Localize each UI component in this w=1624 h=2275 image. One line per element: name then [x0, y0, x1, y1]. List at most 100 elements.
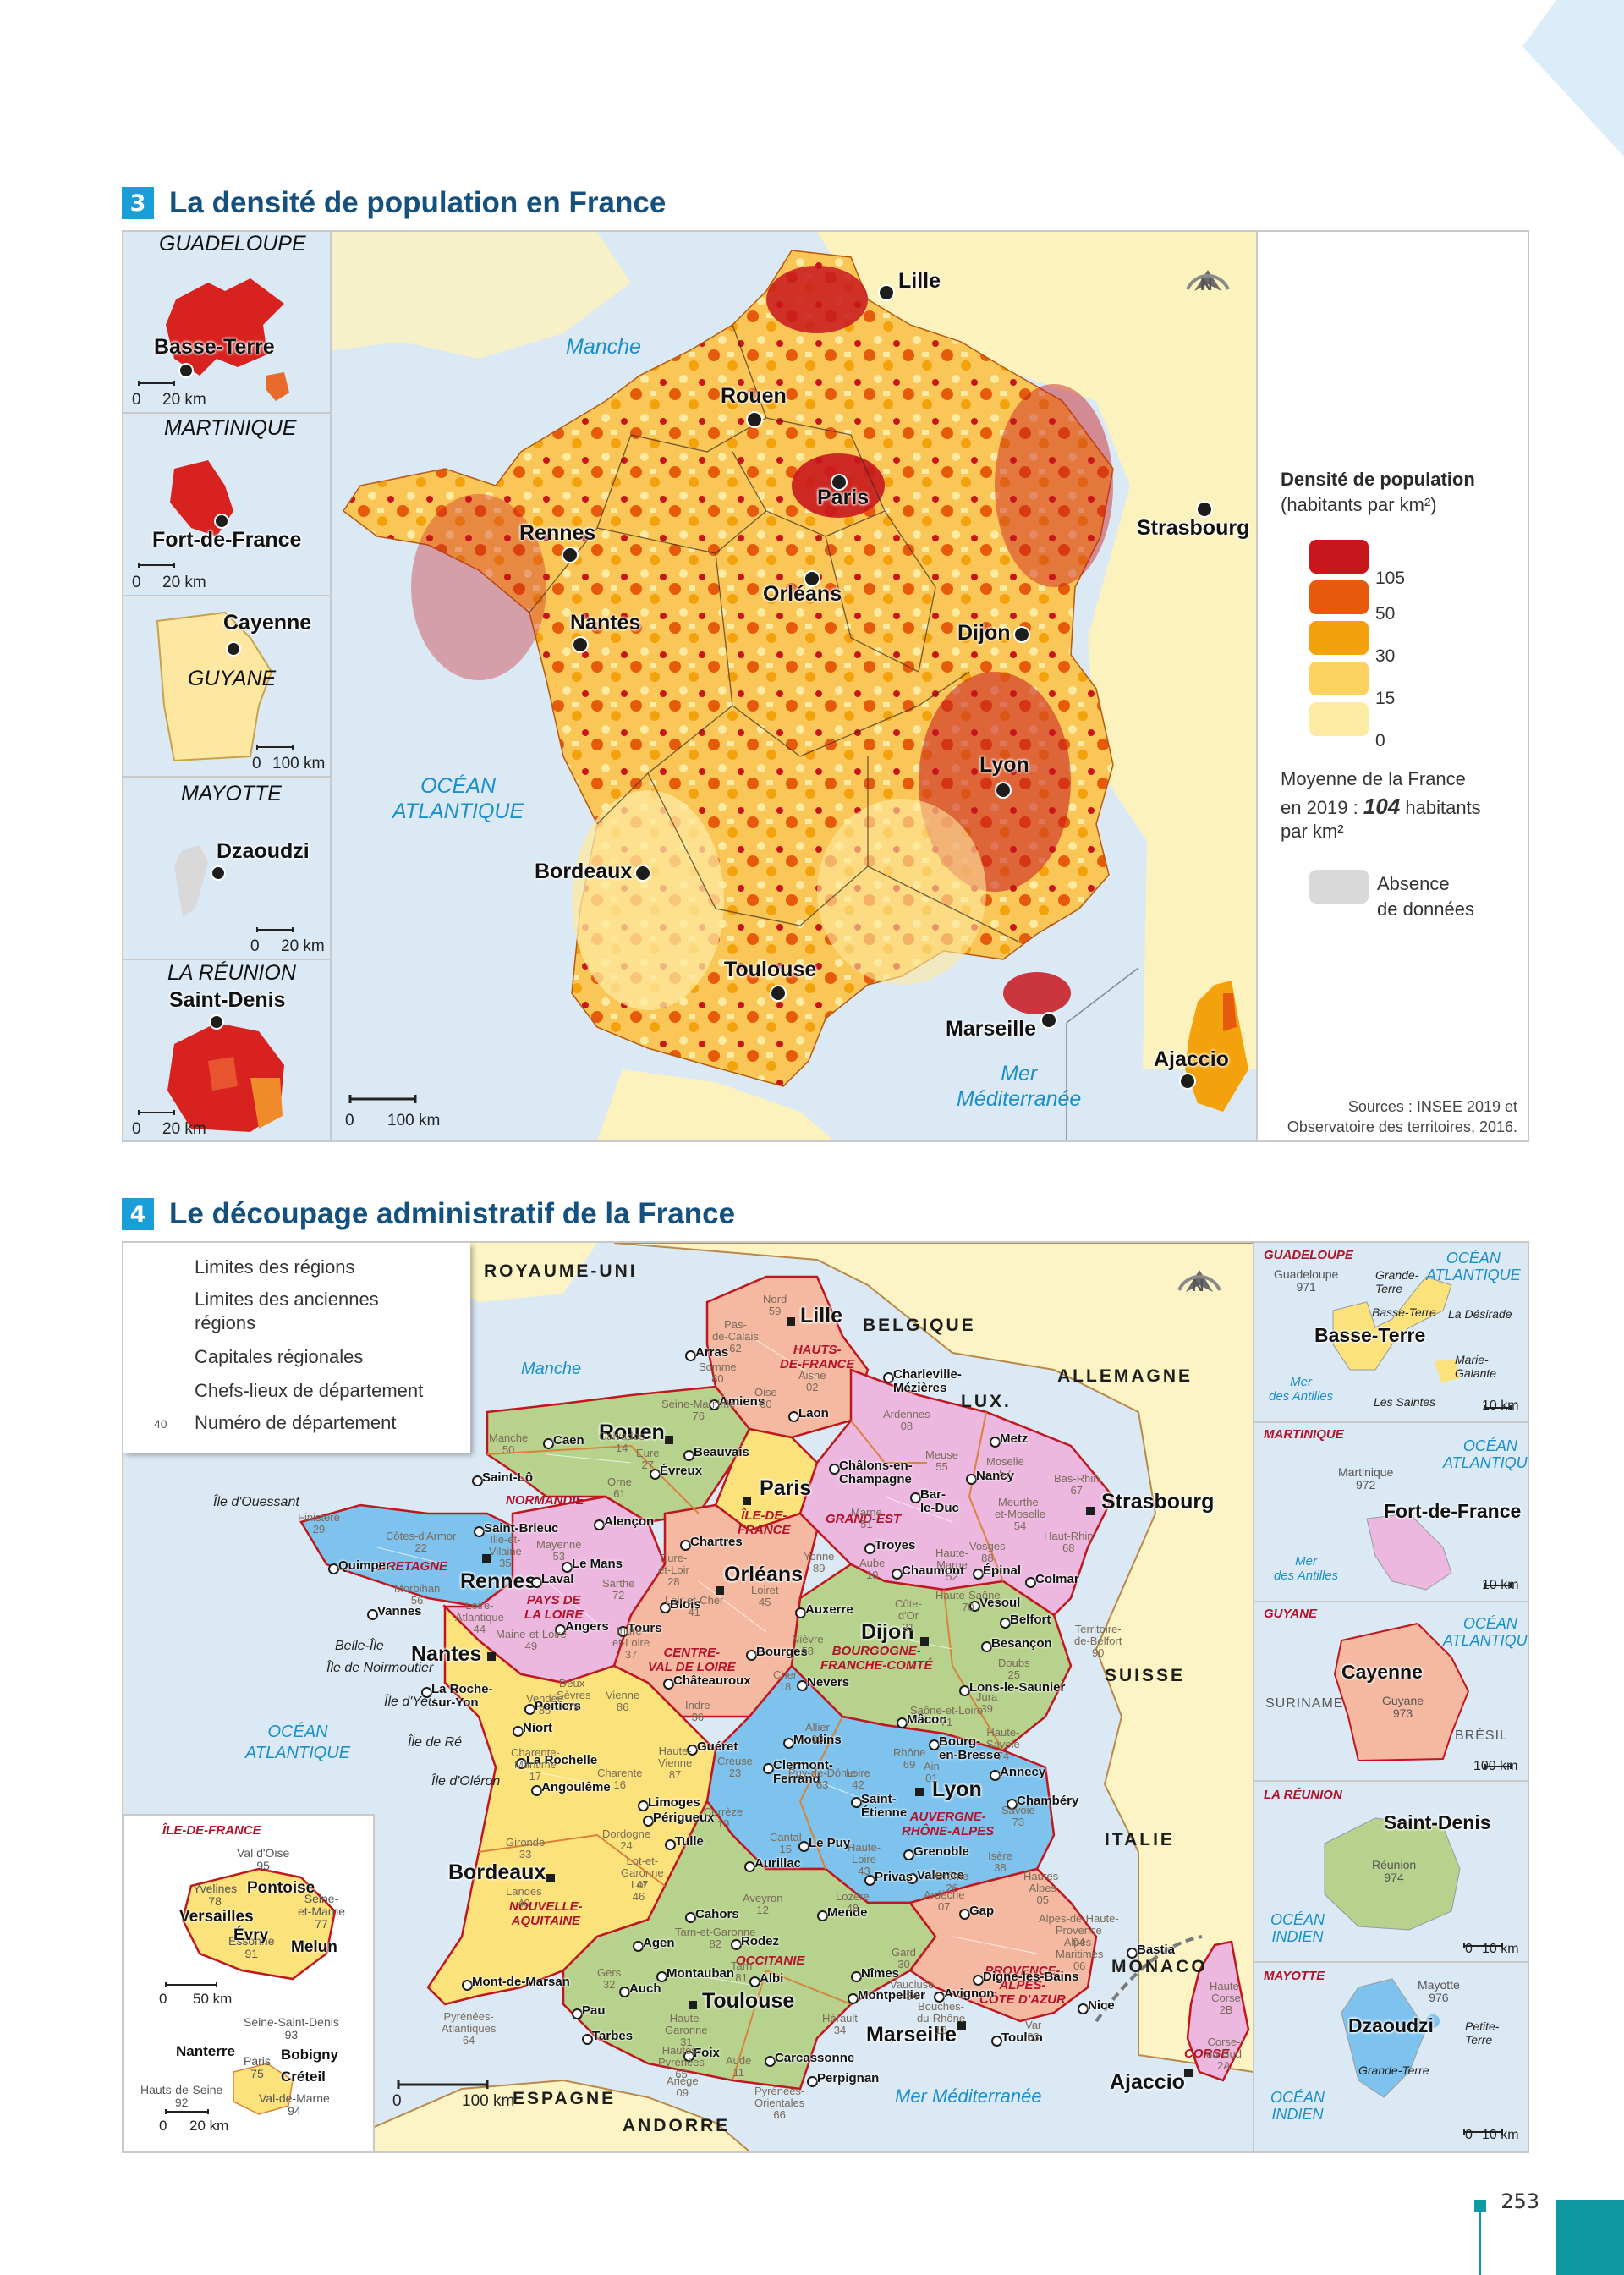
prefecture-dot [973, 1569, 984, 1580]
capital-rouen: Rouen [599, 1421, 665, 1444]
prefecture-dot [744, 1861, 755, 1872]
department-label: Cher 18 [773, 1668, 798, 1693]
prefecture-label: Blois [670, 1597, 701, 1612]
legend-swatch-nodata [1309, 870, 1369, 904]
prefecture-dot [883, 1372, 894, 1383]
department-label: Gard 30 [892, 1946, 916, 1970]
department-label: Dordogne 24 [602, 1827, 651, 1852]
country-suisse: SUISSE [1105, 1666, 1186, 1685]
prefecture-dot [892, 1569, 903, 1580]
scale-km: 20 km [281, 937, 325, 955]
department-label: Marne 51 [851, 1506, 882, 1530]
city-dot-marseille [1040, 1012, 1057, 1029]
island-oleron: Île d'Oléron [431, 1774, 501, 1789]
capital-lille: Lille [800, 1304, 843, 1327]
prefecture-label: Tarbes [592, 2029, 634, 2043]
department-label: Sarthe 72 [602, 1577, 635, 1602]
city-nantes: Nantes [570, 611, 641, 635]
department-label: Puy-de-Dôme 63 [788, 1767, 857, 1791]
dom-title-reunion: LA RÉUNION [1264, 1788, 1342, 1802]
density-map-panel: GUADELOUPE Basse-Terre 0 20 km MARTINIQU… [122, 230, 1529, 1142]
prefecture-dot [663, 1679, 674, 1690]
legend-swatch-30 [1309, 621, 1369, 655]
department-label: Haute- Vienne 87 [658, 1745, 693, 1781]
prefecture-label: Chambéry [1017, 1794, 1079, 1808]
prefecture-label: Auxerre [805, 1602, 853, 1617]
prefecture-label: Bar- le-Duc [920, 1487, 959, 1515]
prefecture-label: Saint-Lô [482, 1470, 533, 1485]
city-dot-paris [831, 474, 848, 491]
admin-map [123, 1243, 1528, 2151]
prefecture-label: Foix [694, 2046, 720, 2060]
prefecture-label: Aurillac [754, 1856, 802, 1871]
prefecture-label: Mâcon [907, 1712, 947, 1727]
prefecture-dot [367, 1609, 378, 1620]
city-dot-rouen [746, 411, 763, 428]
prefecture-dot [660, 1602, 671, 1613]
sea-ocean-atlantique: OCÉAN ATLANTIQUE [392, 774, 524, 823]
prefecture-dot [959, 1685, 970, 1696]
idf-scale-km: 50 km [193, 1991, 233, 2007]
prefecture-dot [966, 1474, 977, 1485]
prefecture-dot [981, 1641, 992, 1652]
department-label: Haute- Savoie 74 [986, 1726, 1020, 1762]
department-label: Gironde 33 [506, 1836, 546, 1860]
city-dot-toulouse [770, 985, 787, 1002]
prefecture-label: Bourges [756, 1645, 808, 1659]
section3-title: La densité de population en France [169, 186, 667, 219]
prefecture-dot [1000, 1618, 1011, 1629]
prefecture-label: Angers [565, 1619, 609, 1634]
country-andorre: ANDORRE [623, 2116, 731, 2135]
department-label: Gers 32 [597, 1966, 622, 1991]
department-label: Tarn 81 [731, 1959, 753, 1984]
sea-manche: Manche [566, 335, 641, 359]
department-label: Aube 10 [859, 1557, 886, 1581]
department-label: Creuse 23 [717, 1755, 753, 1779]
department-label: Aveyron 12 [743, 1892, 783, 1916]
prefecture-label: Tours [628, 1621, 662, 1635]
legend-average-line3: par km² [1281, 821, 1344, 842]
department-label: Loire 42 [846, 1767, 870, 1791]
prefecture-label: Privas [875, 1870, 914, 1884]
prefecture-dot [709, 1399, 720, 1410]
prefecture-label: Perpignan [817, 2071, 880, 2085]
department-label: Loire- Atlantique 44 [455, 1599, 504, 1635]
city-marseille: Marseille [946, 1017, 1037, 1041]
prefecture-dot [991, 2036, 1002, 2047]
prefecture-label: Bourg- en-Bresse [939, 1734, 1001, 1762]
prefecture-dot [783, 1738, 794, 1749]
dom-sea-antilles-2: Mer des Antilles [1274, 1554, 1339, 1583]
prefecture-dot [969, 1601, 980, 1612]
prefecture-label: Rodez [741, 1934, 779, 1948]
city-lille: Lille [898, 269, 941, 293]
legend-value-0: 0 [1375, 731, 1385, 750]
prefecture-dot [638, 1800, 649, 1811]
scale-km: 100 km [387, 1112, 441, 1129]
prefecture-label: Le Puy [809, 1836, 851, 1850]
capital-marseille: Marseille [866, 2023, 957, 2047]
dom-ocean-1: OCÉAN ATLANTIQUE [1426, 1250, 1521, 1283]
city-dot-dijon [1013, 626, 1030, 643]
admin-scale-km: 100 km [462, 2092, 515, 2110]
dom-dep-974: Réunion 974 [1372, 1858, 1417, 1884]
capital-bordeaux: Bordeaux [448, 1860, 546, 1884]
scale-zero: 0 [132, 391, 141, 409]
dom-dep-972: Martinique 972 [1338, 1465, 1394, 1492]
prefecture-label: Mont-de-Marsan [472, 1975, 570, 1989]
dom-island-marie-galante: Marie- Galante [1455, 1353, 1497, 1380]
prefecture-label: Saint-Brieuc [484, 1521, 559, 1536]
region-corse [1186, 1940, 1250, 2082]
prefecture-dot [864, 1543, 875, 1554]
legend-dep-number-sample: 40 [154, 1417, 167, 1431]
prefecture-dot [513, 1726, 524, 1737]
country-monaco: MONACO [1111, 1957, 1208, 1976]
prefecture-label: Cahors [695, 1907, 739, 1921]
prefecture-dot [516, 1758, 527, 1769]
prefecture-label: Angoulême [541, 1780, 611, 1794]
dom-city-dzaoudzi: Dzaoudzi [1348, 2014, 1434, 2036]
dom-island-grande-terre-may: Grande-Terre [1358, 2063, 1429, 2077]
prefecture-label: Le Mans [572, 1557, 623, 1571]
prefecture-label: Valence [917, 1868, 964, 1882]
dom-title-guadeloupe: GUADELOUPE [1264, 1248, 1353, 1262]
prefecture-dot [851, 1971, 862, 1982]
